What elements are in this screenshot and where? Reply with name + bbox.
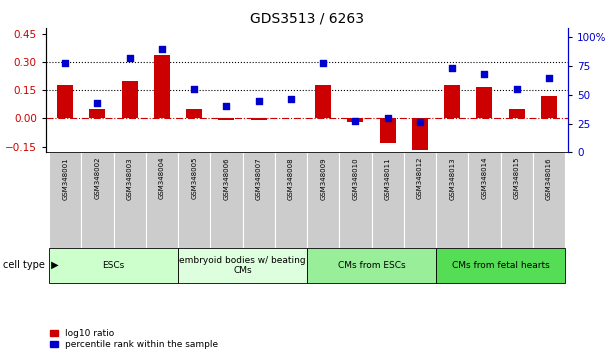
Text: cell type  ▶: cell type ▶ [3, 261, 59, 270]
Bar [436, 152, 468, 248]
Legend: log10 ratio, percentile rank within the sample: log10 ratio, percentile rank within the … [50, 329, 218, 349]
Bar [81, 152, 114, 248]
Text: GSM348001: GSM348001 [62, 157, 68, 200]
Point [157, 46, 167, 52]
Bar [404, 152, 436, 248]
Point [254, 98, 263, 103]
Text: embryoid bodies w/ beating
CMs: embryoid bodies w/ beating CMs [179, 256, 306, 275]
Text: GSM348004: GSM348004 [159, 157, 165, 200]
Bar [186, 109, 202, 119]
Text: ESCs: ESCs [103, 261, 125, 270]
Text: GSM348006: GSM348006 [224, 157, 229, 200]
Point [60, 60, 70, 65]
Text: GSM348009: GSM348009 [320, 157, 326, 200]
Text: GSM348008: GSM348008 [288, 157, 294, 200]
Bar [114, 152, 146, 248]
Bar [307, 152, 339, 248]
Text: GSM348005: GSM348005 [191, 157, 197, 200]
Point [447, 65, 457, 71]
Bar [347, 119, 364, 122]
Text: GSM348016: GSM348016 [546, 157, 552, 200]
Bar [379, 119, 396, 143]
Bar [468, 152, 500, 248]
Text: GSM348003: GSM348003 [126, 157, 133, 200]
Text: CMs from fetal hearts: CMs from fetal hearts [452, 261, 549, 270]
Point [351, 118, 360, 124]
Point [544, 75, 554, 80]
Bar [122, 81, 137, 119]
Bar [154, 55, 170, 119]
Bar [315, 85, 331, 119]
Text: GSM348013: GSM348013 [449, 157, 455, 200]
Bar [339, 152, 371, 248]
Bar [146, 152, 178, 248]
Bar [541, 96, 557, 119]
Bar [218, 119, 235, 120]
Title: GDS3513 / 6263: GDS3513 / 6263 [250, 12, 364, 26]
Bar [178, 248, 307, 283]
Point [92, 100, 102, 106]
Bar [57, 85, 73, 119]
Text: GSM348011: GSM348011 [385, 157, 390, 200]
Bar [49, 248, 178, 283]
Bar [500, 152, 533, 248]
Point [222, 103, 232, 109]
Text: GSM348012: GSM348012 [417, 157, 423, 200]
Bar [251, 119, 267, 120]
Bar [533, 152, 565, 248]
Bar [477, 86, 492, 119]
Bar [436, 248, 565, 283]
Point [480, 72, 489, 77]
Bar [412, 119, 428, 150]
Bar [444, 85, 460, 119]
Bar [275, 152, 307, 248]
Point [382, 115, 392, 121]
Point [189, 86, 199, 92]
Text: GSM348015: GSM348015 [514, 157, 519, 200]
Point [125, 55, 134, 61]
Bar [307, 248, 436, 283]
Bar [508, 109, 525, 119]
Bar [49, 152, 81, 248]
Bar [178, 152, 210, 248]
Point [318, 60, 328, 65]
Text: CMs from ESCs: CMs from ESCs [338, 261, 405, 270]
Text: GSM348007: GSM348007 [255, 157, 262, 200]
Bar [210, 152, 243, 248]
Text: GSM348002: GSM348002 [95, 157, 100, 200]
Text: GSM348010: GSM348010 [353, 157, 359, 200]
Text: GSM348014: GSM348014 [481, 157, 488, 200]
Point [415, 120, 425, 125]
Point [512, 86, 522, 92]
Bar [371, 152, 404, 248]
Point [286, 97, 296, 102]
Bar [89, 109, 106, 119]
Bar [243, 152, 275, 248]
